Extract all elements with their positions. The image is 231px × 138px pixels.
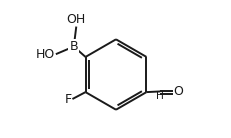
- Text: H: H: [156, 91, 164, 101]
- Text: F: F: [64, 92, 71, 106]
- Text: B: B: [69, 40, 78, 53]
- Text: OH: OH: [66, 13, 85, 26]
- Text: O: O: [173, 85, 182, 98]
- Text: HO: HO: [36, 48, 55, 61]
